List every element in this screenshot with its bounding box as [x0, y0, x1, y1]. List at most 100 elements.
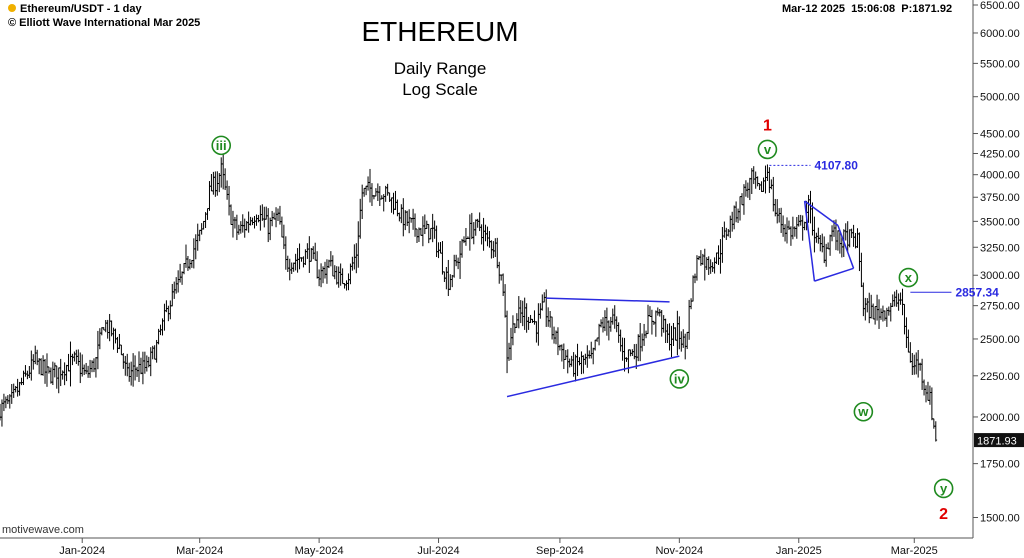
price-bar: [678, 316, 681, 350]
price-bar: [472, 222, 476, 245]
price-bar: [214, 171, 217, 197]
price-bar: [398, 212, 401, 222]
price-bar: [871, 303, 875, 320]
price-bar: [196, 223, 200, 251]
price-bar: [730, 211, 734, 232]
price-bar: [405, 210, 409, 227]
price-bar: [754, 171, 757, 189]
price-bar: [764, 165, 767, 194]
price-bar: [826, 242, 830, 250]
price-bar: [815, 232, 818, 243]
price-bar: [298, 243, 301, 270]
price-bar: [893, 291, 896, 307]
price-bar: [302, 256, 305, 268]
price-bar: [758, 182, 761, 190]
x-tick-label-2024-05-01: May-2024: [295, 545, 344, 557]
price-bar: [658, 309, 662, 317]
price-bar: [899, 292, 902, 305]
price-bar: [717, 245, 720, 265]
price-bar: [544, 289, 548, 327]
price-bar: [149, 347, 153, 377]
price-bar: [711, 262, 714, 272]
price-bar: [828, 234, 832, 256]
price-bar: [331, 255, 335, 277]
price-bar: [206, 208, 209, 220]
price-bar: [251, 217, 254, 226]
price-bar: [889, 302, 893, 322]
price-bar: [145, 355, 149, 372]
price-bar: [928, 385, 932, 405]
price-bar: [515, 313, 519, 328]
price-bar: [697, 255, 701, 261]
datetime-readout: Mar-12 2025 15:06:08 P:1871.92: [782, 3, 952, 15]
price-bar: [689, 298, 693, 310]
price-bar: [443, 271, 446, 282]
price-bar: [55, 365, 59, 389]
price-bar: [809, 190, 812, 224]
price-bar: [862, 282, 865, 317]
price-bar: [323, 261, 327, 279]
status-dot-icon: [8, 4, 16, 12]
price-bar: [589, 341, 593, 359]
y-tick-label-6000: 6000.00: [980, 28, 1020, 40]
price-bar: [439, 241, 442, 254]
price-bar: [623, 337, 626, 372]
wave-label-w: w: [857, 404, 869, 419]
price-bar: [666, 323, 669, 344]
current-price-label: 1871.93: [977, 436, 1017, 448]
price-bar: [364, 185, 368, 196]
price-bar: [636, 334, 640, 362]
price-bar: [94, 356, 98, 378]
x-tick-label-2025-01-01: Jan-2025: [776, 545, 822, 557]
price-bar: [155, 339, 158, 363]
price-bar: [253, 215, 256, 229]
price-bar: [272, 212, 276, 220]
price-bar: [850, 228, 853, 238]
price-bar: [460, 238, 464, 258]
price-bar: [351, 256, 354, 271]
price-bar: [687, 299, 691, 340]
price-bar: [930, 387, 934, 421]
price-bar: [139, 357, 143, 375]
price-bar: [564, 350, 568, 360]
price-bar: [45, 353, 49, 387]
price-bar: [681, 329, 685, 348]
price-bar: [400, 204, 403, 224]
price-bar: [576, 343, 579, 377]
price-bar: [488, 230, 491, 248]
wave-label-v: v: [764, 142, 772, 157]
price-bar: [785, 217, 789, 244]
price-bar: [495, 237, 499, 269]
price-bar: [12, 383, 16, 398]
price-bar: [662, 315, 665, 333]
price-bar: [392, 192, 395, 215]
price-bar: [781, 215, 785, 237]
price-bar: [540, 294, 544, 311]
price-bar: [556, 327, 560, 356]
price-bar: [231, 210, 235, 238]
price-bar: [243, 218, 247, 238]
price-bar: [578, 357, 581, 366]
x-tick-label-2024-07-01: Jul-2024: [417, 545, 459, 557]
price-bar: [795, 216, 799, 239]
price-bar: [725, 227, 728, 240]
price-bar: [421, 216, 425, 247]
price-bar: [820, 233, 824, 253]
price-bar: [537, 303, 540, 346]
price-bar: [748, 177, 752, 201]
y-tick-label-2750: 2750.00: [980, 301, 1020, 313]
wave-label-y: y: [940, 481, 948, 496]
price-bar: [772, 176, 775, 212]
price-bar: [43, 358, 47, 384]
price-bar: [456, 257, 460, 270]
price-bar: [484, 224, 487, 242]
price-bar: [719, 239, 722, 274]
price-bar: [560, 344, 564, 362]
price-bar: [509, 327, 513, 361]
price-bar: [793, 226, 797, 237]
price-bar: [533, 310, 536, 325]
y-tick-label-6500: 6500.00: [980, 0, 1020, 12]
price-bar: [715, 252, 718, 264]
wave-label-iv: iv: [674, 371, 686, 386]
price-bar: [14, 385, 17, 393]
